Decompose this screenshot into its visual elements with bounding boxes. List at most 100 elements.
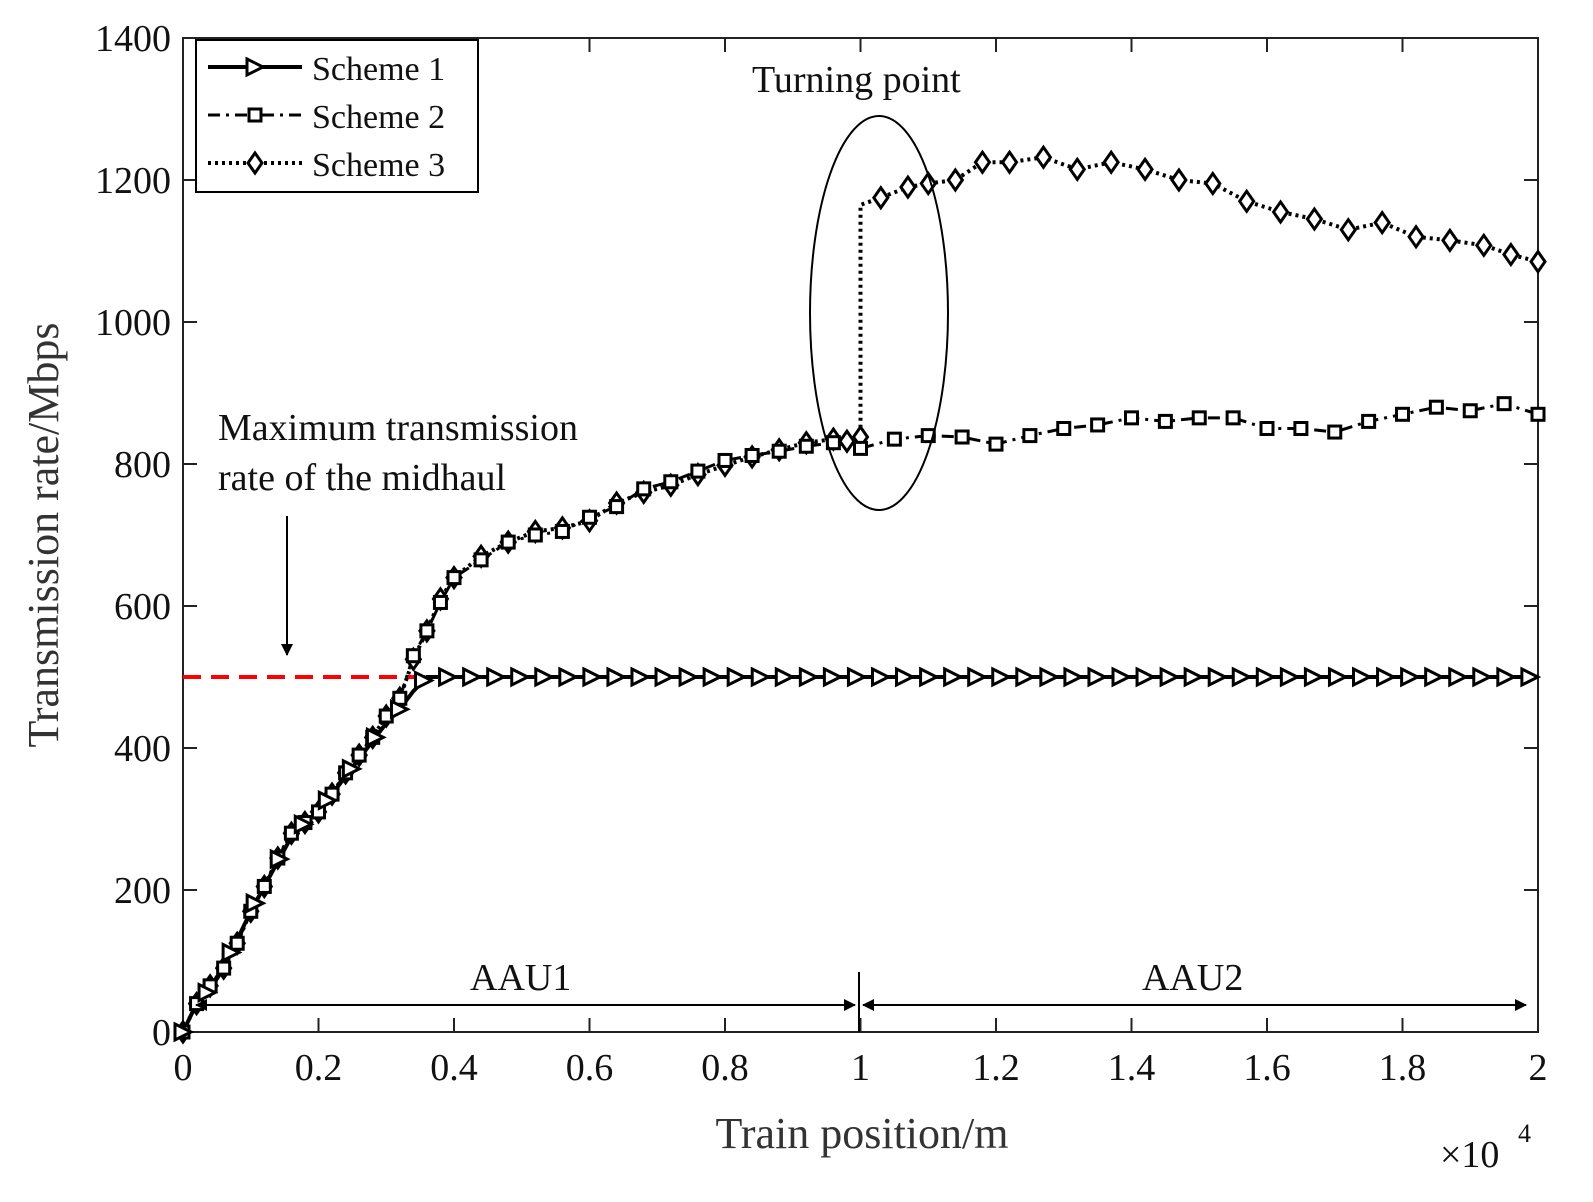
data-point-scheme-1: [1111, 666, 1133, 688]
x-axis-exponent-power: 4: [1518, 1119, 1531, 1148]
data-point-scheme-2: [853, 440, 868, 456]
data-point-scheme-2: [1090, 417, 1106, 433]
data-point-scheme-2: [798, 438, 814, 454]
legend-marker-scheme-3: [246, 150, 264, 176]
data-point-scheme-3: [1102, 149, 1121, 175]
data-point-scheme-1: [1279, 666, 1301, 688]
turning-point-ellipse: [809, 115, 949, 511]
data-point-scheme-2: [771, 443, 787, 459]
data-point-scheme-3: [1502, 241, 1520, 268]
legend-label-scheme-1: Scheme 1: [312, 51, 445, 88]
data-point-scheme-3: [1170, 167, 1188, 193]
data-point-scheme-2: [554, 523, 570, 539]
data-point-scheme-2: [1530, 406, 1546, 422]
data-point-scheme-1: [1087, 666, 1109, 688]
legend-label-scheme-3: Scheme 3: [312, 147, 445, 184]
data-point-scheme-3: [973, 149, 992, 175]
data-point-scheme-2: [1157, 413, 1173, 429]
data-point-scheme-1: [221, 942, 243, 963]
data-point-scheme-1: [774, 666, 796, 688]
legend-marker-scheme-1: [245, 56, 267, 78]
data-point-scheme-1: [269, 848, 291, 870]
data-point-scheme-1: [1472, 666, 1494, 688]
data-point-scheme-3: [1203, 170, 1222, 197]
x-tick-label: 0.6: [566, 1047, 614, 1089]
data-point-scheme-1: [846, 666, 868, 688]
data-point-scheme-1: [438, 666, 459, 688]
x-tick-label: 1.4: [1108, 1047, 1156, 1089]
data-point-scheme-1: [678, 666, 700, 688]
y-tick-label: 0: [152, 1012, 171, 1054]
y-tick-label: 400: [114, 728, 171, 770]
data-point-scheme-3: [946, 167, 965, 193]
data-point-scheme-2: [1191, 410, 1207, 426]
data-point-scheme-1: [702, 666, 724, 688]
data-point-scheme-1: [870, 666, 892, 688]
data-point-scheme-1: [245, 892, 267, 914]
data-point-scheme-2: [744, 447, 760, 463]
data-point-scheme-2: [1022, 428, 1038, 444]
x-axis-title: Train position/m: [716, 1109, 1009, 1158]
data-point-scheme-2: [527, 527, 543, 543]
data-point-scheme-2: [229, 935, 245, 951]
data-point-scheme-1: [1183, 666, 1205, 688]
data-point-scheme-3: [1305, 206, 1324, 232]
max-rate-annotation-line2: rate of the midhaul: [218, 457, 506, 499]
data-point-scheme-1: [1424, 666, 1446, 688]
data-point-scheme-2: [1056, 421, 1072, 436]
data-point-scheme-2: [663, 474, 679, 490]
data-point-scheme-2: [446, 570, 462, 586]
x-tick-label: 2: [1529, 1047, 1548, 1089]
series-line-scheme-3: [181, 155, 1539, 1033]
data-point-scheme-1: [1376, 666, 1397, 688]
data-point-scheme-3: [1529, 249, 1547, 275]
data-point-scheme-3: [1407, 224, 1425, 250]
data-point-scheme-2: [432, 594, 448, 610]
data-point-scheme-3: [1237, 188, 1256, 214]
data-point-scheme-2: [717, 452, 733, 468]
x-tick-label: 0.4: [430, 1047, 478, 1089]
data-point-scheme-2: [1395, 406, 1410, 422]
data-point-scheme-2: [1327, 424, 1343, 440]
data-point-scheme-1: [317, 789, 339, 811]
data-point-scheme-3: [1271, 199, 1290, 225]
data-point-scheme-2: [500, 534, 516, 550]
data-point-scheme-3: [1474, 232, 1493, 258]
data-point-scheme-2: [351, 747, 367, 763]
data-point-scheme-2: [1259, 421, 1275, 436]
data-point-scheme-1: [582, 666, 604, 688]
data-point-scheme-2: [988, 436, 1004, 452]
data-point-scheme-1: [1448, 666, 1470, 688]
data-point-scheme-2: [256, 878, 272, 894]
data-point-scheme-2: [1361, 413, 1377, 429]
y-tick-label: 800: [114, 444, 171, 486]
data-point-scheme-1: [365, 726, 387, 748]
data-point-scheme-1: [1327, 666, 1349, 688]
data-point-scheme-1: [750, 666, 772, 688]
x-tick-label: 1.6: [1243, 1047, 1291, 1089]
data-point-scheme-1: [414, 670, 435, 691]
x-tick-label: 1.2: [972, 1047, 1020, 1089]
data-point-scheme-1: [1015, 666, 1037, 688]
data-point-scheme-1: [1135, 666, 1157, 688]
data-point-scheme-1: [630, 666, 652, 688]
x-axis-exponent-base: ×10: [1440, 1134, 1499, 1176]
x-tick-label: 0.2: [295, 1047, 343, 1089]
y-tick-label: 200: [114, 870, 171, 912]
data-point-scheme-1: [1063, 666, 1085, 688]
max-rate-annotation-line1: Maximum transmission: [218, 407, 578, 449]
data-point-scheme-3: [899, 174, 917, 200]
data-point-scheme-2: [1225, 410, 1241, 426]
data-point-scheme-1: [1303, 666, 1325, 688]
data-point-scheme-2: [1293, 421, 1309, 436]
y-tick-label: 1400: [95, 18, 171, 60]
legend-marker-scheme-2: [247, 107, 263, 123]
data-point-scheme-3: [1441, 227, 1459, 253]
data-point-scheme-2: [609, 499, 625, 515]
data-point-scheme-1: [798, 666, 820, 688]
data-point-scheme-3: [1068, 156, 1087, 182]
data-point-scheme-2: [954, 429, 970, 445]
y-axis-title: Transmission rate/Mbps: [19, 323, 68, 748]
data-point-scheme-1: [1207, 666, 1229, 688]
data-point-scheme-3: [1034, 144, 1053, 170]
